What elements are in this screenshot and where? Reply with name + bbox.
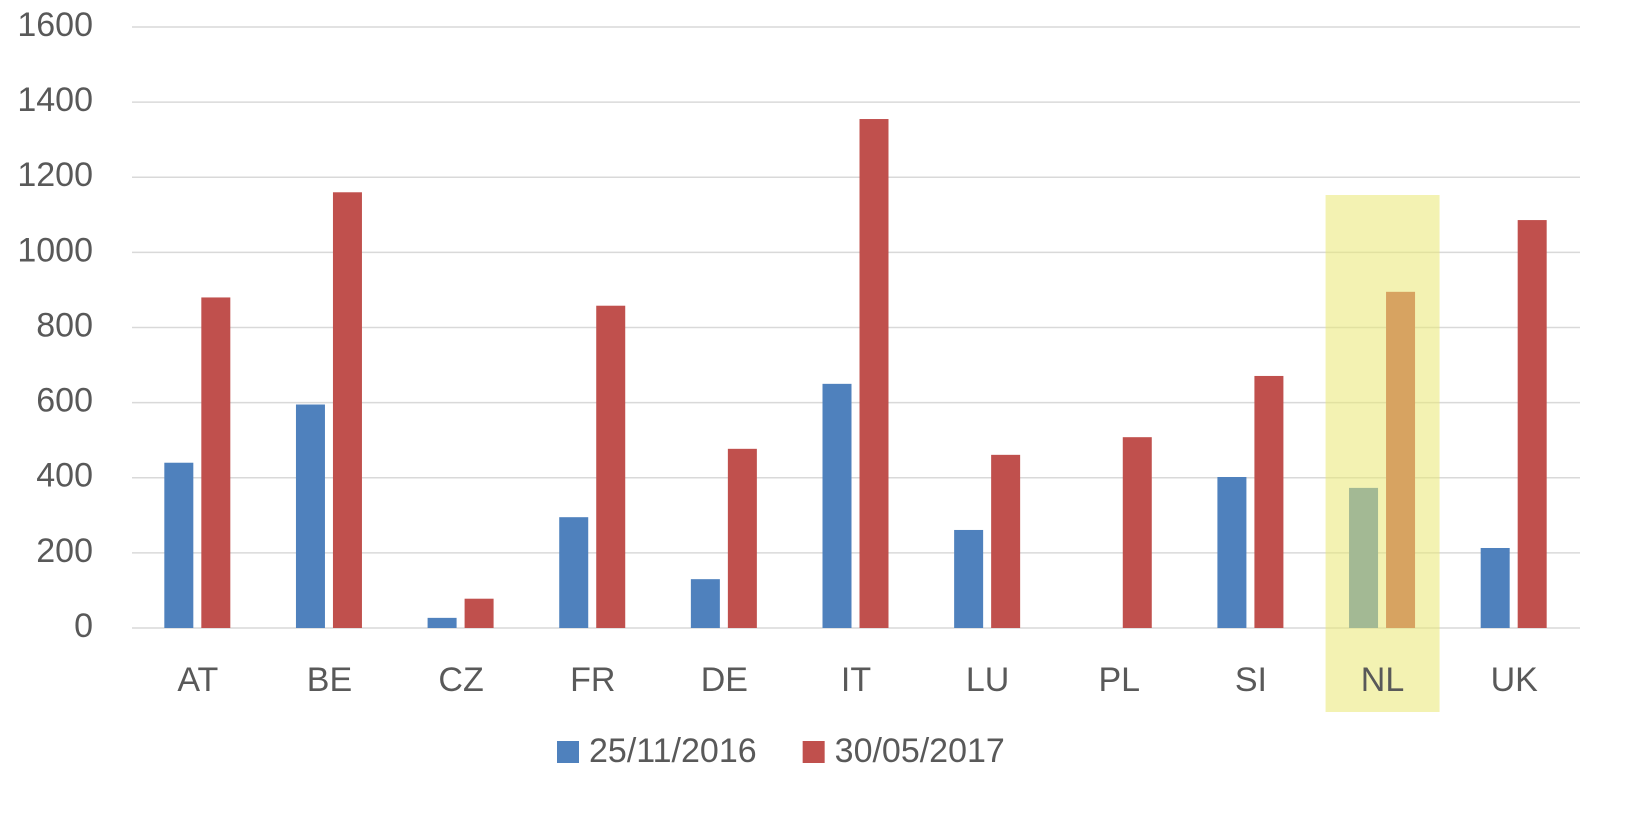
bar xyxy=(427,617,457,628)
bar xyxy=(822,383,852,628)
y-tick-label: 1400 xyxy=(17,81,93,119)
bar xyxy=(332,192,362,628)
y-tick-label: 600 xyxy=(36,382,93,420)
y-tick-label: 1000 xyxy=(17,231,93,269)
bar xyxy=(991,454,1021,628)
x-tick-label: BE xyxy=(307,661,352,699)
x-tick-label: UK xyxy=(1491,661,1539,699)
highlight xyxy=(1325,195,1440,712)
bar xyxy=(1517,220,1547,629)
x-tick-label: FR xyxy=(570,661,615,699)
legend-swatch xyxy=(802,741,825,763)
y-tick-label: 200 xyxy=(36,532,93,570)
bar xyxy=(1217,476,1247,628)
legend-label: 30/05/2017 xyxy=(835,732,1005,770)
bar xyxy=(690,579,720,628)
legend-label: 25/11/2016 xyxy=(589,732,757,770)
bar xyxy=(727,448,757,628)
x-tick-label: AT xyxy=(177,661,218,699)
x-tick-label: NL xyxy=(1361,661,1404,699)
bar xyxy=(464,598,494,628)
bar xyxy=(596,305,626,628)
x-tick-label: LU xyxy=(966,661,1009,699)
x-tick-label: SI xyxy=(1235,661,1267,699)
y-tick-label: 800 xyxy=(36,306,93,344)
bar xyxy=(859,119,889,628)
x-tick-label: IT xyxy=(841,661,871,699)
x-tick-label: CZ xyxy=(438,661,483,699)
y-tick-label: 0 xyxy=(74,607,93,645)
bar xyxy=(1122,437,1152,628)
legend-swatch xyxy=(557,741,579,763)
bar xyxy=(164,462,194,628)
y-tick-label: 400 xyxy=(36,457,93,495)
y-tick-label: 1600 xyxy=(17,6,93,44)
bar xyxy=(1480,547,1510,628)
bar xyxy=(954,529,984,628)
y-tick-label: 1200 xyxy=(17,156,93,194)
bar xyxy=(559,517,589,628)
bar xyxy=(295,404,325,628)
x-tick-label: PL xyxy=(1098,661,1140,699)
bar xyxy=(1254,375,1284,628)
x-tick-label: DE xyxy=(701,661,748,699)
bar xyxy=(201,297,231,628)
